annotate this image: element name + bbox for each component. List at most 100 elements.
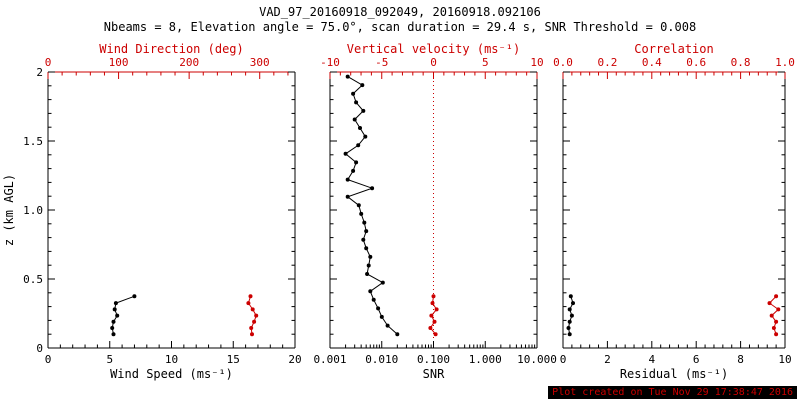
panel-snr: 0.001 0.010 0.100 1.000 10.000 SNR -10 -5 0 5 10 Ve… xyxy=(313,42,556,381)
series-snr-profile xyxy=(343,74,400,337)
data-point xyxy=(385,323,390,328)
data-point xyxy=(776,307,781,312)
bottom-axis-label: SNR xyxy=(423,367,445,381)
data-point xyxy=(432,319,437,324)
top-tick-label: 300 xyxy=(250,56,270,69)
data-point xyxy=(249,326,254,330)
top-tick-label: 0 xyxy=(430,56,437,69)
top-tick-label: 0.8 xyxy=(731,56,751,69)
data-point xyxy=(767,301,772,306)
data-point xyxy=(433,332,438,337)
data-point xyxy=(366,263,371,268)
top-tick-label: 0 xyxy=(45,56,52,69)
plot-title: VAD_97_20160918_092049, 20160918.092106 xyxy=(259,5,541,19)
y-tick-label: 2 xyxy=(36,66,43,79)
top-tick-label: 200 xyxy=(179,56,199,69)
data-point xyxy=(354,160,359,165)
series-residual-profile xyxy=(566,294,575,337)
top-tick-label: 0.0 xyxy=(553,56,573,69)
data-point xyxy=(354,100,359,105)
data-point xyxy=(774,332,779,337)
data-point xyxy=(774,319,779,324)
bottom-tick-label: 10.000 xyxy=(517,353,557,366)
data-point xyxy=(566,326,571,330)
top-axis-label: Vertical velocity (ms⁻¹) xyxy=(347,42,520,56)
data-point xyxy=(368,289,373,294)
data-point xyxy=(351,91,356,96)
bottom-tick-label: 20 xyxy=(288,353,301,366)
data-point xyxy=(364,246,369,251)
top-axis-label: Wind Direction (deg) xyxy=(99,42,244,56)
series-vertical-velocity xyxy=(428,294,439,337)
data-point xyxy=(429,313,434,318)
data-point xyxy=(356,203,361,208)
plot-created-stamp: Plot created on Tue Nov 29 17:38:47 2016 xyxy=(548,386,797,399)
bottom-tick-label: 10 xyxy=(778,353,791,366)
data-point xyxy=(567,332,572,337)
series-wind-direction xyxy=(246,294,259,337)
top-tick-label: 1.0 xyxy=(775,56,795,69)
bottom-tick-label: 1.000 xyxy=(469,353,502,366)
plot-subtitle: Nbeams = 8, Elevation angle = 75.0°, sca… xyxy=(103,20,697,34)
top-tick-label: 100 xyxy=(109,56,129,69)
data-point xyxy=(370,186,375,191)
data-point xyxy=(351,168,356,173)
data-point xyxy=(568,294,573,299)
data-point xyxy=(252,319,257,324)
data-point xyxy=(248,294,253,299)
data-point xyxy=(363,134,368,139)
bottom-tick-label: 15 xyxy=(227,353,240,366)
data-point xyxy=(769,313,774,318)
data-point xyxy=(395,332,400,337)
y-tick-label: 0 xyxy=(36,342,43,355)
data-point xyxy=(360,83,365,88)
data-point xyxy=(569,313,574,318)
data-point xyxy=(430,301,435,306)
data-point xyxy=(365,272,370,276)
data-point xyxy=(359,211,364,216)
top-axis-label: Correlation xyxy=(634,42,713,56)
panel-residual: 0 2 4 6 8 10 Residual (ms⁻¹) 0.0 0.2 0.4 0.6 0.8 1.0… xyxy=(553,42,795,381)
data-point xyxy=(364,229,369,234)
bottom-axis-label: Wind Speed (ms⁻¹) xyxy=(110,367,233,381)
data-point xyxy=(771,326,776,330)
bottom-tick-label: 0 xyxy=(45,353,52,366)
data-point xyxy=(567,307,572,312)
bottom-tick-label: 0 xyxy=(560,353,567,366)
data-point xyxy=(345,194,350,199)
data-point xyxy=(250,332,254,337)
data-point xyxy=(362,220,367,225)
data-point xyxy=(111,319,116,324)
data-point xyxy=(345,74,350,79)
y-tick-label: 0.5 xyxy=(23,273,43,286)
data-point xyxy=(112,307,117,312)
data-point xyxy=(431,294,436,299)
top-tick-label: 5 xyxy=(482,56,489,69)
y-tick-label: 1.5 xyxy=(23,135,43,148)
bottom-tick-label: 5 xyxy=(106,353,113,366)
data-point xyxy=(110,326,115,330)
data-point xyxy=(345,177,350,182)
data-point xyxy=(361,237,366,242)
top-tick-label: 0.4 xyxy=(642,56,662,69)
data-point xyxy=(343,151,348,156)
bottom-tick-label: 4 xyxy=(648,353,655,366)
data-point xyxy=(368,254,373,259)
y-tick-label: 1.0 xyxy=(23,204,43,217)
bottom-tick-label: 10 xyxy=(165,353,178,366)
data-point xyxy=(358,126,362,130)
bottom-tick-label: 6 xyxy=(693,353,700,366)
data-point xyxy=(571,301,575,306)
data-point xyxy=(774,294,779,299)
top-tick-label: -5 xyxy=(375,56,388,69)
data-point xyxy=(115,313,120,318)
data-point xyxy=(111,332,116,337)
bottom-tick-label: 0.001 xyxy=(313,353,346,366)
bottom-tick-label: 0.010 xyxy=(365,353,398,366)
bottom-tick-label: 8 xyxy=(737,353,744,366)
data-point xyxy=(371,297,376,302)
series-wind-speed xyxy=(110,294,137,337)
bottom-tick-label: 0.100 xyxy=(417,353,450,366)
